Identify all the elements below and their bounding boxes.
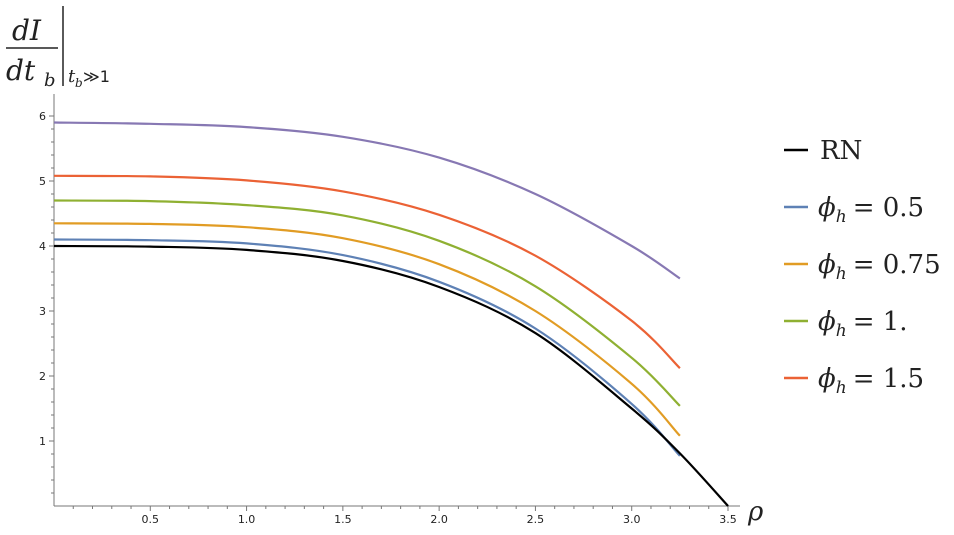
x-tick-label: 0.5	[142, 513, 160, 526]
y-tick-label: 3	[39, 305, 46, 318]
legend-label-symbol: ϕ	[818, 364, 836, 394]
y-tick-label: 5	[39, 175, 46, 188]
legend-label-subscript: h	[836, 321, 847, 341]
series-line	[53, 238, 681, 457]
x-tick-label: 3.5	[719, 513, 737, 526]
series-line	[53, 199, 681, 407]
x-tick-label: 2.5	[527, 513, 545, 526]
legend-label-value: = 1.5	[853, 364, 924, 394]
legend-label: ϕh = 1.	[818, 307, 908, 341]
x-tick-label: 1.0	[238, 513, 256, 526]
series-line	[53, 121, 681, 280]
series-line	[53, 244, 729, 507]
y-tick-label: 1	[39, 435, 46, 448]
series-line	[53, 174, 681, 369]
x-tick-label: 3.0	[623, 513, 641, 526]
y-tick-label: 4	[39, 240, 46, 253]
legend-label: ϕh = 0.5	[818, 193, 924, 227]
legend-label-subscript: h	[836, 264, 847, 284]
legend-label-symbol: ϕ	[818, 250, 836, 280]
y-tick-label: 6	[39, 110, 46, 123]
legend-label-symbol: ϕ	[818, 307, 836, 337]
x-tick-label: 1.5	[334, 513, 352, 526]
y-label-denominator: dt	[6, 54, 36, 87]
legend-label-value: = 1.	[853, 307, 908, 337]
y-label-denominator-sub: b	[44, 70, 56, 91]
legend-label: RN	[820, 136, 862, 166]
legend-label-value: = 0.75	[853, 250, 941, 280]
y-tick-label: 2	[39, 370, 46, 383]
y-label-numerator: dI	[12, 14, 42, 47]
legend-label-symbol: ϕ	[818, 193, 836, 223]
legend-label-value: = 0.5	[853, 193, 924, 223]
series-group	[53, 121, 729, 507]
y-label-eval-rel: ≫1	[83, 67, 110, 86]
legend-label: ϕh = 1.5	[818, 364, 924, 398]
x-axis-label: ρ	[747, 497, 764, 527]
legend-label: ϕh = 0.75	[818, 250, 941, 284]
ticks: 0.5 1.0 1.5 2.0 2.5 3.0 3.5 1 2 3 4 5 6	[39, 110, 737, 526]
x-tick-label: 2.0	[430, 513, 448, 526]
y-axis-label: dI dt b t b ≫1	[6, 6, 110, 91]
y-label-eval-main: t	[68, 66, 76, 87]
legend-label-subscript: h	[836, 207, 847, 227]
legend-label-subscript: h	[836, 378, 847, 398]
series-line	[53, 222, 681, 437]
y-label-eval-sub: b	[75, 76, 83, 90]
